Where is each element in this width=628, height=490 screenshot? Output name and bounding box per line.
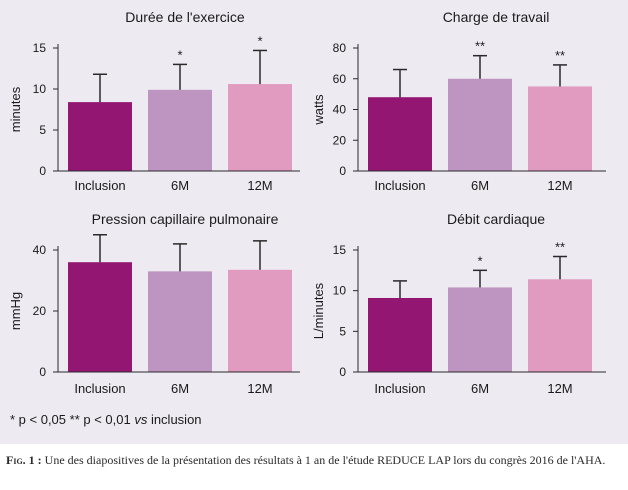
y-tick-label: 20 [333, 133, 347, 147]
y-axis-label: watts [311, 94, 326, 126]
y-tick-label: 0 [39, 365, 46, 379]
category-label: 6M [471, 178, 489, 193]
category-label: 6M [171, 178, 189, 193]
bar [368, 97, 432, 171]
bar [148, 271, 212, 372]
figure-caption: Fig. 1 : Une des diapositives de la prés… [6, 452, 622, 468]
chart-title: Pression capillaire pulmonaire [92, 211, 279, 227]
category-label: 6M [471, 381, 489, 396]
category-label: 12M [247, 178, 272, 193]
y-axis-label: minutes [8, 86, 23, 132]
significance-marker: * [257, 33, 262, 48]
significance-marker: * [477, 253, 482, 268]
charts-svg: Durée de l'exercice minutes Inclusion * 6M * 1… [8, 9, 606, 396]
significance-marker: ** [555, 48, 565, 63]
footnote-vs: vs [134, 412, 148, 427]
footnote-text-2: inclusion [147, 412, 202, 427]
y-tick-label: 15 [333, 243, 347, 257]
y-tick-label: 10 [33, 82, 47, 96]
significance-footnote: * p < 0,05 ** p < 0,01 vs inclusion [10, 412, 202, 427]
bar [228, 269, 292, 372]
y-tick-label: 0 [339, 365, 346, 379]
y-tick-label: 40 [333, 103, 347, 117]
bar [528, 279, 592, 372]
category-label: 12M [547, 381, 572, 396]
footnote-text-1: * p < 0,05 ** p < 0,01 [10, 412, 135, 427]
bar [368, 297, 432, 372]
y-tick-label: 40 [33, 243, 47, 257]
category-label: 6M [171, 381, 189, 396]
bar [68, 102, 132, 171]
caption-label: Fig. 1 : [6, 453, 42, 467]
y-axis-label: L/minutes [311, 282, 326, 339]
significance-marker: * [177, 47, 182, 62]
bar [528, 86, 592, 171]
bar [448, 287, 512, 372]
category-label: 12M [547, 178, 572, 193]
y-tick-label: 5 [39, 123, 46, 137]
chart-title: Débit cardiaque [447, 211, 545, 227]
category-label: 12M [247, 381, 272, 396]
y-axis-label: mmHg [8, 292, 23, 330]
chart-title: Charge de travail [443, 9, 550, 25]
y-tick-label: 0 [339, 164, 346, 178]
category-label: Inclusion [374, 381, 425, 396]
category-label: Inclusion [374, 178, 425, 193]
y-tick-label: 5 [339, 324, 346, 338]
y-tick-label: 15 [33, 41, 47, 55]
bar [448, 78, 512, 171]
y-tick-label: 60 [333, 72, 347, 86]
caption-text: Une des diapositives de la présentation … [41, 453, 606, 467]
bar [148, 89, 212, 171]
significance-marker: ** [475, 39, 485, 54]
bar [228, 84, 292, 171]
y-tick-label: 10 [333, 284, 347, 298]
category-label: Inclusion [74, 381, 125, 396]
chart-title: Durée de l'exercice [125, 9, 245, 25]
category-label: Inclusion [74, 178, 125, 193]
y-tick-label: 0 [39, 164, 46, 178]
significance-marker: ** [555, 240, 565, 255]
y-tick-label: 20 [33, 304, 47, 318]
y-tick-label: 80 [333, 41, 347, 55]
bar [68, 262, 132, 372]
